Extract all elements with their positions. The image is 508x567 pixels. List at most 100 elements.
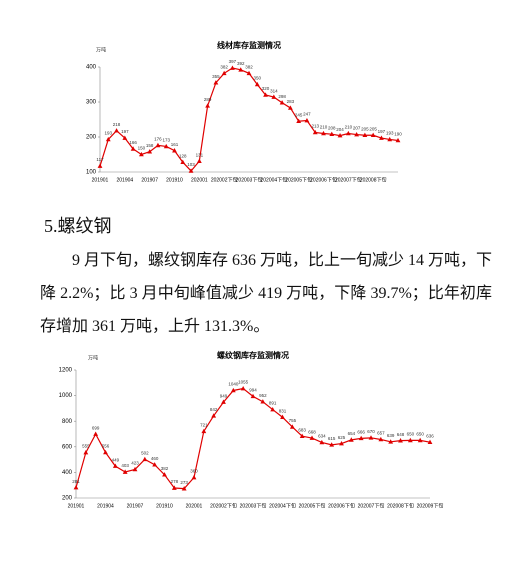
y-tick-label: 300 <box>86 100 97 106</box>
marker <box>379 135 384 140</box>
marker <box>142 456 148 462</box>
value-label: 103 <box>187 162 195 167</box>
marker <box>155 142 161 148</box>
value-label: 392 <box>237 61 245 66</box>
value-label: 128 <box>179 153 187 158</box>
y-tick-label: 400 <box>62 470 73 476</box>
marker <box>263 92 268 97</box>
x-tick-label: 202001 <box>186 503 203 509</box>
marker <box>188 168 194 173</box>
value-label: 949 <box>220 393 228 398</box>
value-label: 283 <box>287 99 295 104</box>
line <box>99 67 399 172</box>
marker <box>319 439 325 445</box>
marker <box>112 463 118 468</box>
marker <box>250 393 256 399</box>
value-label: 298 <box>278 94 286 99</box>
marker <box>103 449 108 455</box>
marker <box>407 437 413 443</box>
value-label: 131 <box>196 152 204 157</box>
value-label: 831 <box>279 408 287 413</box>
marker <box>299 433 305 438</box>
value-label: 555 <box>82 444 90 449</box>
marker <box>296 118 302 124</box>
marker <box>287 105 293 110</box>
marker <box>97 163 103 168</box>
heading: 5.螺纹钢 <box>44 216 112 236</box>
marker <box>345 130 351 136</box>
marker <box>138 151 144 157</box>
x-tick-label: 202006下旬 <box>328 502 355 509</box>
value-label: 273 <box>180 480 188 485</box>
value-label: 397 <box>229 59 237 64</box>
y-unit: 万吨 <box>88 354 98 361</box>
marker <box>354 131 360 137</box>
marker <box>163 143 169 149</box>
value-label: 666 <box>357 430 365 435</box>
marker <box>329 442 335 447</box>
value-label: 650 <box>407 432 415 437</box>
value-label: 210 <box>345 125 353 130</box>
value-label: 755 <box>289 418 297 423</box>
value-label: 721 <box>200 422 208 427</box>
value-label: 615 <box>328 436 336 441</box>
marker <box>304 117 310 123</box>
value-label: 670 <box>367 429 375 434</box>
marker <box>260 399 266 404</box>
value-label: 699 <box>92 425 100 430</box>
value-label: 204 <box>336 127 344 132</box>
x-tick-label: 201901 <box>68 503 85 509</box>
marker <box>132 466 138 472</box>
marker <box>388 439 394 444</box>
x-tick-label: 202002下旬 <box>211 176 238 183</box>
x-tick-label: 202007下旬 <box>358 502 385 509</box>
value-label: 423 <box>131 461 139 466</box>
value-label: 355 <box>212 74 220 79</box>
value-label: 173 <box>162 138 170 143</box>
marker <box>230 65 235 70</box>
value-label: 213 <box>311 124 319 129</box>
x-tick-label: 202005下旬 <box>285 176 312 183</box>
value-label: 636 <box>426 433 434 438</box>
marker <box>289 424 295 429</box>
marker <box>205 103 211 108</box>
x-tick-label: 202006下旬 <box>310 176 337 183</box>
value-label: 842 <box>210 407 218 412</box>
line <box>75 387 431 490</box>
value-label: 247 <box>303 112 311 117</box>
marker <box>378 436 384 442</box>
marker <box>191 474 197 480</box>
marker <box>213 80 219 85</box>
x-tick-label: 202004下旬 <box>260 176 287 183</box>
y-unit: 万吨 <box>96 46 106 53</box>
marker <box>368 435 374 440</box>
value-label: 625 <box>338 435 346 440</box>
value-label: 320 <box>262 86 270 91</box>
marker <box>339 441 344 446</box>
value-label: 245 <box>295 112 303 117</box>
value-label: 650 <box>416 432 424 437</box>
value-label: 654 <box>348 431 356 436</box>
marker <box>105 136 111 142</box>
value-label: 193 <box>386 131 394 136</box>
marker <box>417 437 423 443</box>
marker <box>122 469 128 474</box>
value-label: 197 <box>121 129 129 134</box>
value-label: 994 <box>249 388 257 393</box>
marker <box>387 136 393 142</box>
value-label: 193 <box>105 131 113 136</box>
marker <box>358 435 364 441</box>
y-tick-label: 1000 <box>59 393 73 399</box>
value-label: 150 <box>138 146 146 151</box>
value-label: 460 <box>151 456 159 461</box>
marker <box>162 472 167 477</box>
x-tick-label: 202003下旬 <box>240 502 267 509</box>
marker <box>427 439 433 444</box>
y-tick-label: 1200 <box>59 368 73 374</box>
x-tick-label: 202009下旬 <box>417 502 444 509</box>
marker <box>152 462 158 467</box>
value-label: 382 <box>245 64 253 69</box>
value-label: 403 <box>121 463 129 468</box>
x-tick-label: 202008下旬 <box>360 176 387 183</box>
